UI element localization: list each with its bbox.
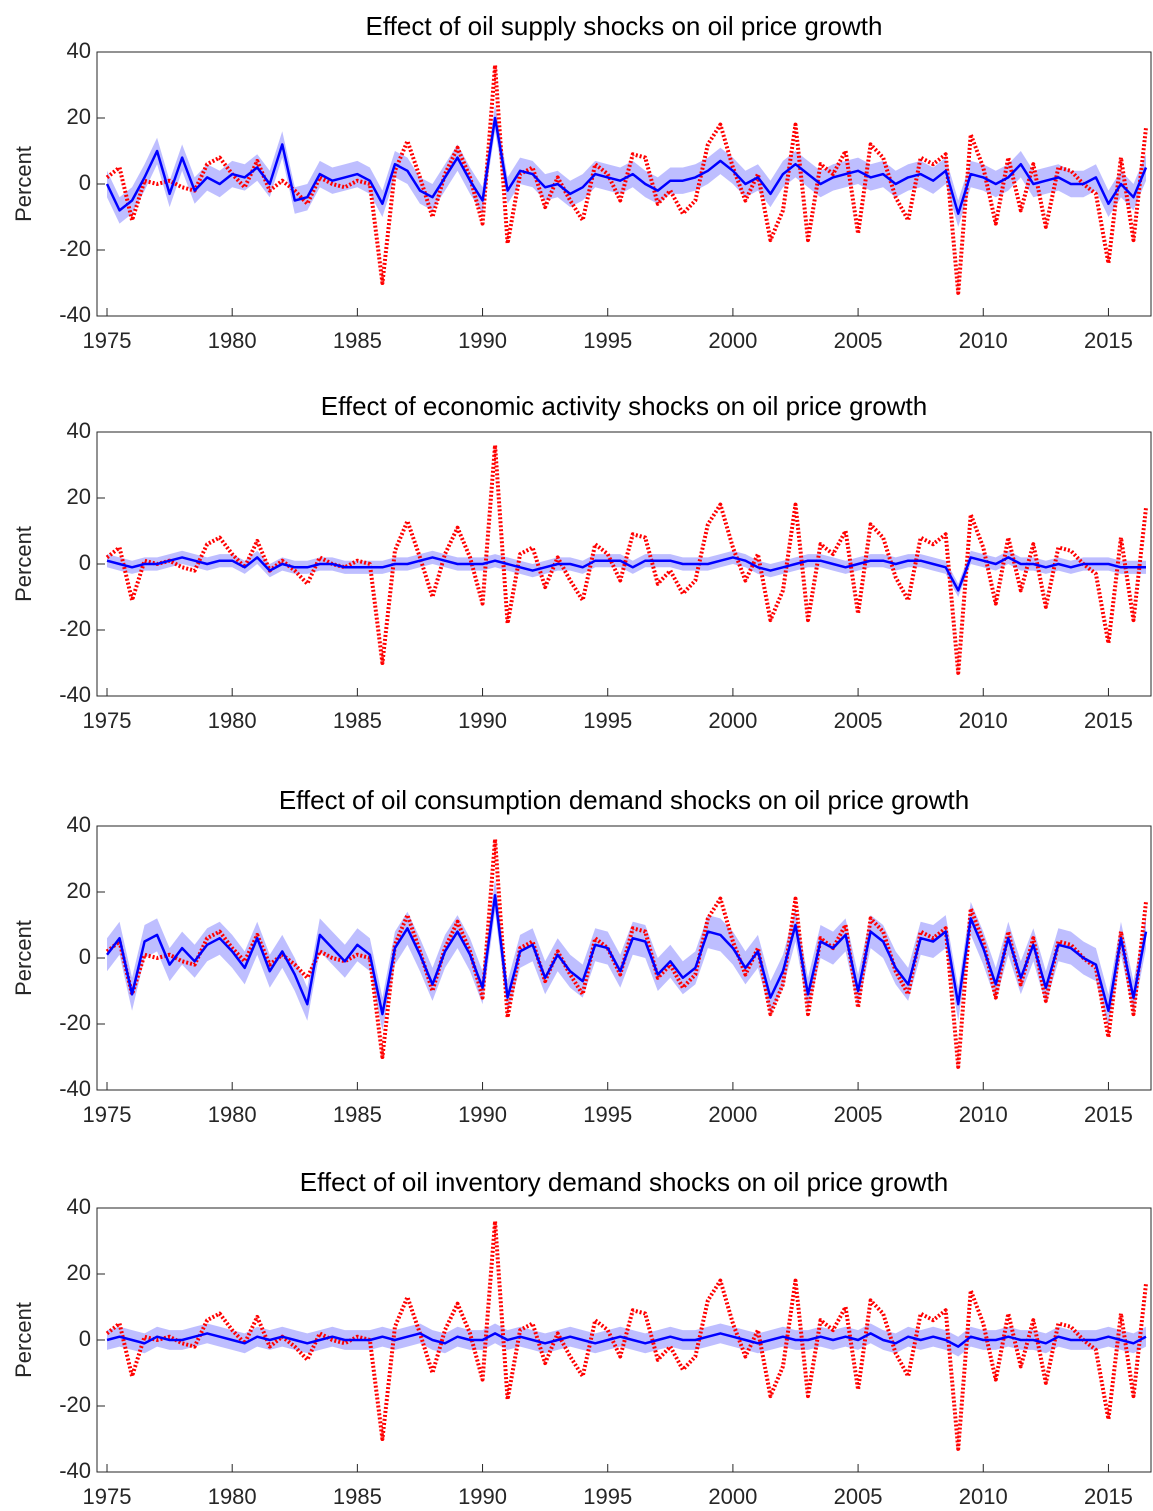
x-tick-label: 2010	[959, 708, 1008, 733]
x-tick-label: 1990	[458, 1102, 507, 1127]
x-tick-label: 1995	[583, 1102, 632, 1127]
plot-area	[105, 837, 1148, 1069]
panel: Effect of oil inventory demand shocks on…	[11, 1167, 1152, 1509]
x-tick-label: 2010	[959, 328, 1008, 353]
x-tick-label: 1985	[333, 1484, 382, 1509]
y-tick-label: -40	[59, 682, 91, 707]
confidence-band	[107, 104, 1146, 227]
panel: Effect of oil consumption demand shocks …	[11, 785, 1152, 1127]
y-tick-label: 40	[67, 1194, 91, 1219]
x-tick-label: 2015	[1084, 328, 1133, 353]
x-tick-label: 1990	[458, 708, 507, 733]
x-tick-label: 2005	[834, 708, 883, 733]
x-tick-label: 1985	[333, 328, 382, 353]
x-tick-label: 1995	[583, 708, 632, 733]
x-tick-label: 1975	[83, 328, 132, 353]
y-tick-label: -40	[59, 1076, 91, 1101]
x-tick-label: 1990	[458, 1484, 507, 1509]
y-tick-label: 20	[67, 1260, 91, 1285]
y-axis-label: Percent	[11, 146, 36, 222]
y-axis-label: Percent	[11, 526, 36, 602]
panel-title: Effect of oil consumption demand shocks …	[279, 785, 969, 815]
x-tick-label: 2000	[708, 1102, 757, 1127]
x-tick-label: 1980	[208, 1484, 257, 1509]
x-tick-label: 1995	[583, 1484, 632, 1509]
x-tick-label: 2015	[1084, 1484, 1133, 1509]
confidence-band	[107, 1323, 1146, 1357]
x-tick-label: 2010	[959, 1102, 1008, 1127]
y-tick-label: 40	[67, 38, 91, 63]
x-tick-label: 1980	[208, 708, 257, 733]
y-tick-label: 20	[67, 484, 91, 509]
y-tick-label: -40	[59, 1458, 91, 1483]
series-line	[105, 116, 1148, 215]
plot-area	[105, 443, 1148, 675]
series-line	[106, 556, 1146, 592]
x-tick-label: 1980	[208, 328, 257, 353]
y-tick-label: 0	[79, 944, 91, 969]
x-tick-label: 1975	[83, 708, 132, 733]
x-tick-label: 1995	[583, 328, 632, 353]
x-tick-label: 2005	[834, 1484, 883, 1509]
y-tick-label: 20	[67, 104, 91, 129]
x-tick-label: 2015	[1084, 708, 1133, 733]
x-tick-label: 1985	[333, 1102, 382, 1127]
y-tick-label: -40	[59, 302, 91, 327]
x-tick-label: 2010	[959, 1484, 1008, 1509]
panel-title: Effect of oil supply shocks on oil price…	[366, 11, 883, 41]
panel-title: Effect of oil inventory demand shocks on…	[300, 1167, 948, 1197]
y-tick-label: 0	[79, 170, 91, 195]
x-tick-label: 1975	[83, 1102, 132, 1127]
y-tick-label: 0	[79, 1326, 91, 1351]
x-tick-label: 2000	[708, 1484, 757, 1509]
x-tick-label: 2000	[708, 708, 757, 733]
y-tick-label: 40	[67, 812, 91, 837]
y-tick-label: 40	[67, 418, 91, 443]
series-line	[106, 1332, 1147, 1348]
y-tick-label: -20	[59, 1392, 91, 1417]
x-tick-label: 1975	[83, 1484, 132, 1509]
panel: Effect of economic activity shocks on oi…	[11, 391, 1152, 733]
y-tick-label: 20	[67, 878, 91, 903]
panel-title: Effect of economic activity shocks on oi…	[321, 391, 927, 421]
y-tick-label: -20	[59, 616, 91, 641]
y-tick-label: -20	[59, 1010, 91, 1035]
x-tick-label: 2015	[1084, 1102, 1133, 1127]
x-tick-label: 2000	[708, 328, 757, 353]
y-tick-label: 0	[79, 550, 91, 575]
plot-area	[105, 1219, 1148, 1451]
plot-area	[105, 63, 1148, 295]
y-axis-label: Percent	[11, 920, 36, 996]
panel: Effect of oil supply shocks on oil price…	[11, 11, 1152, 353]
series-line	[105, 443, 1148, 675]
x-tick-label: 2005	[834, 1102, 883, 1127]
x-tick-label: 1980	[208, 1102, 257, 1127]
x-tick-label: 1990	[458, 328, 507, 353]
x-tick-label: 1985	[333, 708, 382, 733]
series-line	[106, 894, 1148, 1016]
y-tick-label: -20	[59, 236, 91, 261]
x-tick-label: 2005	[834, 328, 883, 353]
y-axis-label: Percent	[11, 1302, 36, 1378]
